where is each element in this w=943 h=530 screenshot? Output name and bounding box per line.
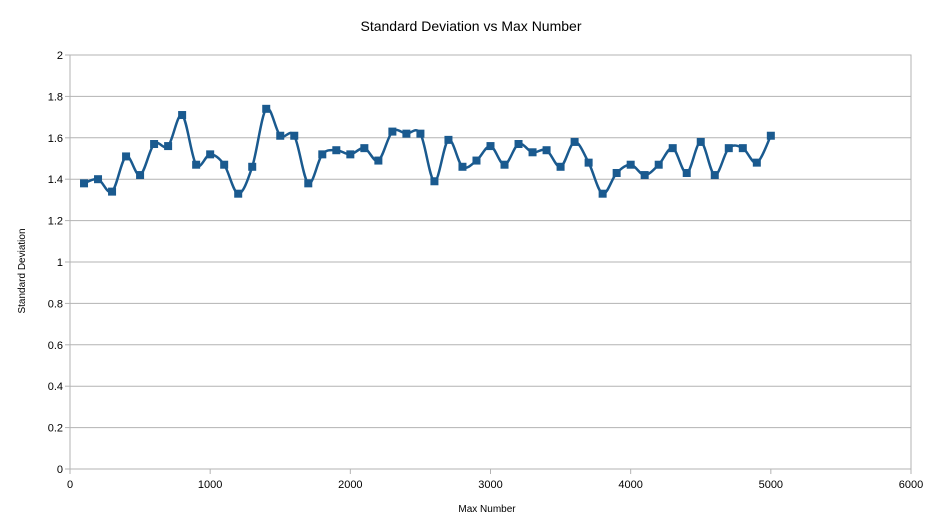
data-point-marker — [584, 158, 593, 167]
data-point-marker — [164, 142, 173, 151]
data-point-marker — [290, 131, 299, 140]
series-line — [83, 107, 772, 195]
data-point-marker — [570, 137, 579, 146]
data-point-marker — [220, 160, 229, 169]
data-point-marker — [724, 144, 733, 153]
data-point-marker — [206, 150, 215, 159]
data-point-marker — [500, 160, 509, 169]
data-point-marker — [738, 144, 747, 153]
data-point-marker — [360, 144, 369, 153]
y-tick-label: 1.4 — [48, 174, 63, 186]
y-axis-ticks: 0 0.2 0.4 0.6 0.8 1 1.2 1.4 1.6 1.8 2 — [48, 50, 70, 476]
data-point-marker — [304, 179, 313, 188]
x-axis-ticks: 0 1000 2000 3000 4000 5000 6000 — [67, 469, 923, 491]
data-point-marker — [416, 129, 425, 138]
x-axis-label: Max Number — [458, 504, 516, 515]
data-point-marker — [248, 162, 257, 171]
y-tick-label: 2 — [57, 50, 63, 62]
y-tick-label: 0.4 — [48, 381, 63, 393]
data-point-marker — [654, 160, 663, 169]
gridlines — [70, 54, 911, 470]
y-tick-label: 0.6 — [48, 340, 63, 352]
data-point-marker — [598, 189, 607, 198]
data-point-marker — [612, 168, 621, 177]
x-tick-label: 4000 — [618, 479, 642, 491]
chart-title: Standard Deviation vs Max Number — [361, 18, 582, 34]
data-point-marker — [472, 156, 481, 165]
y-axis-label: Standard Deviation — [17, 228, 28, 313]
data-point-marker — [514, 140, 523, 149]
data-point-marker — [486, 142, 495, 151]
data-point-marker — [94, 175, 103, 184]
y-tick-label: 1 — [57, 257, 63, 269]
data-point-marker — [528, 148, 537, 157]
data-point-marker — [682, 168, 691, 177]
data-point-marker — [542, 146, 551, 155]
y-tick-label: 0 — [57, 464, 63, 476]
x-tick-label: 3000 — [478, 479, 502, 491]
data-point-marker — [430, 177, 439, 186]
data-point-marker — [234, 189, 243, 198]
data-point-marker — [346, 150, 355, 159]
y-tick-label: 1.2 — [48, 216, 63, 228]
data-point-marker — [458, 162, 467, 171]
y-tick-label: 1.6 — [48, 133, 63, 145]
data-point-marker — [318, 150, 327, 159]
data-point-marker — [262, 104, 271, 113]
data-point-marker — [192, 160, 201, 169]
data-point-marker — [752, 158, 761, 167]
data-point-marker — [626, 160, 635, 169]
data-point-marker — [556, 162, 565, 171]
data-point-marker — [444, 135, 453, 144]
data-point-marker — [766, 131, 775, 140]
data-point-marker — [276, 131, 285, 140]
data-point-marker — [332, 146, 341, 155]
data-point-marker — [710, 171, 719, 180]
x-tick-label: 1000 — [198, 479, 222, 491]
x-tick-label: 6000 — [899, 479, 923, 491]
data-point-marker — [108, 187, 117, 196]
y-tick-label: 1.8 — [48, 91, 63, 103]
data-point-marker — [668, 144, 677, 153]
data-point-marker — [150, 140, 159, 149]
x-tick-label: 5000 — [759, 479, 783, 491]
data-point-marker — [388, 127, 397, 136]
data-point-marker — [402, 129, 411, 138]
y-tick-label: 0.8 — [48, 298, 63, 310]
series-group — [80, 104, 775, 198]
x-tick-label: 2000 — [338, 479, 362, 491]
data-point-marker — [374, 156, 383, 165]
x-tick-label: 0 — [67, 479, 73, 491]
data-point-marker — [696, 137, 705, 146]
data-point-marker — [80, 179, 89, 188]
y-tick-label: 0.2 — [48, 423, 63, 435]
data-point-marker — [122, 152, 131, 161]
data-point-marker — [136, 171, 145, 180]
data-point-marker — [178, 111, 187, 120]
data-point-marker — [640, 171, 649, 180]
